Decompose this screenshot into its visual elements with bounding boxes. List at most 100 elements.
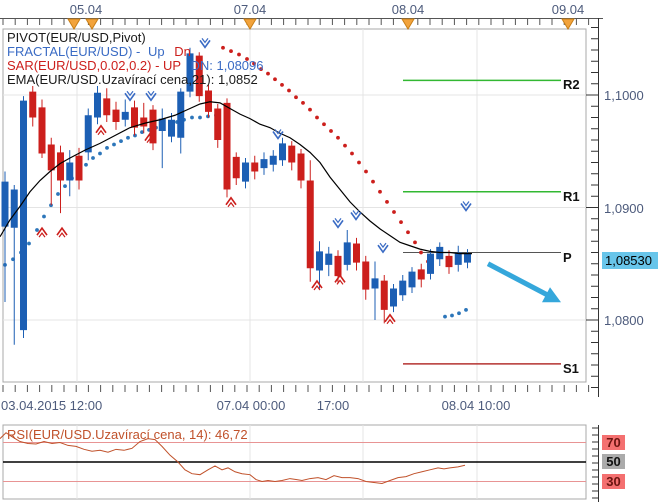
sar-dot	[329, 129, 333, 133]
sar-dot	[98, 151, 102, 156]
fractal-down-icon	[146, 137, 154, 143]
fractal-up-icon	[126, 90, 134, 97]
sar-dot	[301, 100, 305, 105]
rsi-level-badge-50: 50	[602, 454, 625, 469]
sar-dot	[322, 122, 326, 127]
fractal-up-icon	[377, 244, 389, 254]
fractal-up-icon	[334, 218, 342, 224]
fractal-down-icon	[36, 226, 48, 236]
date-marker-triangle	[67, 18, 81, 30]
candle-body	[343, 242, 351, 265]
fractal-down-icon	[334, 273, 346, 283]
rsi-level-badge-30: 30	[602, 473, 625, 489]
legend-ema-indicator[interactable]: EMA(EUR/USD.Uzavírací cena,21): 1,0852	[7, 72, 258, 87]
sar-dot	[406, 230, 410, 235]
sar-dot	[450, 313, 454, 318]
candle-body	[186, 53, 194, 92]
candle-body	[94, 92, 101, 118]
fractal-up-icon	[145, 92, 157, 102]
candle-body	[260, 159, 268, 169]
candle-body	[427, 253, 434, 274]
sar-dot	[399, 220, 403, 225]
sar-dot	[273, 77, 277, 82]
price-label: 1,1000	[604, 88, 644, 103]
candle-body	[269, 155, 277, 165]
sar-dot	[385, 199, 389, 204]
fractal-up-icon	[332, 219, 344, 229]
sar-dot	[336, 135, 340, 140]
rsi-level-badge-70: 70	[602, 434, 625, 450]
fractal-down-icon	[386, 318, 394, 325]
candle-body	[371, 278, 379, 289]
date-marker-triangle	[85, 18, 99, 30]
sar-dot	[343, 143, 347, 148]
sar-dot	[245, 57, 249, 61]
candle-body	[168, 119, 175, 137]
fractal-indicator-name: FRACTAL(EUR/USD) -	[7, 44, 141, 59]
price-label: 1,0800	[604, 313, 644, 328]
fractal-down-icon	[58, 232, 66, 238]
time-label: 17:00	[316, 398, 350, 413]
candle-body	[306, 180, 314, 269]
candle-body	[149, 109, 157, 144]
sar-dot	[84, 162, 88, 167]
candle-body	[140, 117, 148, 127]
fractal-down-icon	[144, 132, 156, 142]
sar-dot	[119, 139, 123, 144]
candle-body	[390, 288, 397, 307]
candle-body	[232, 156, 240, 179]
pivot-label-s1: S1	[563, 360, 579, 376]
candle-body	[214, 108, 222, 140]
sar-dot	[371, 179, 375, 184]
sar-dot	[35, 228, 39, 232]
fractal-up-icon	[147, 90, 155, 97]
sar-dot	[42, 214, 46, 219]
candle-body	[29, 91, 37, 118]
date-marker-triangle	[401, 18, 415, 30]
time-label: 08.04 10:00	[441, 398, 511, 413]
trend-arrow-head	[542, 287, 561, 303]
date-marker-triangle	[561, 18, 575, 30]
fractal-up-icon	[352, 210, 360, 216]
candle-body	[408, 271, 416, 288]
candle-body	[66, 162, 74, 181]
candle-body	[205, 90, 212, 112]
sar-dot	[237, 52, 241, 57]
sar-dot	[112, 142, 116, 147]
fractal-down-icon	[384, 313, 396, 323]
candle-body	[195, 55, 203, 97]
fractal-down-icon	[311, 279, 323, 289]
fractal-down-icon	[227, 201, 235, 208]
ema-line	[0, 101, 472, 255]
candle-body	[242, 162, 249, 182]
candle-body	[20, 100, 27, 331]
candle-body	[334, 255, 342, 277]
sar-dot	[252, 61, 256, 66]
sar-dot	[350, 151, 354, 156]
candle-body	[353, 243, 360, 263]
candle-body	[131, 107, 138, 128]
sar-dot	[198, 115, 202, 120]
pivot-label-r2: R2	[563, 77, 580, 93]
legend-pivot-indicator[interactable]: PIVOT(EUR/USD,Pivot)	[7, 30, 146, 45]
sar-dot	[392, 210, 396, 214]
trend-arrow	[486, 261, 550, 298]
sar-dot	[280, 82, 284, 87]
legend-fractal-indicator[interactable]: FRACTAL(EUR/USD) - Up Dn	[7, 45, 191, 59]
sar-dot	[364, 169, 368, 174]
price-label: 1,0900	[604, 200, 644, 216]
fractal-up-label: Up	[148, 44, 165, 59]
legend-sar-indicator[interactable]: SAR(EUR/USD,0.02,0.2) - UP DN: 1,08096	[7, 59, 264, 73]
pivot-label-p: P	[563, 249, 572, 265]
fractal-down-icon	[56, 226, 68, 236]
sar-dot	[190, 115, 194, 120]
candle-body	[399, 280, 407, 296]
top-date-label: 05.04	[69, 2, 103, 17]
fractal-down-icon	[225, 196, 237, 206]
sar-dot	[378, 189, 382, 194]
candle-body	[223, 102, 231, 190]
top-date-label: 08.04	[391, 2, 425, 17]
sar-dot	[105, 145, 109, 150]
legend-rsi-indicator[interactable]: RSI(EUR/USD.Uzavírací cena, 14): 46,72	[7, 427, 248, 442]
sar-dot	[294, 95, 298, 100]
